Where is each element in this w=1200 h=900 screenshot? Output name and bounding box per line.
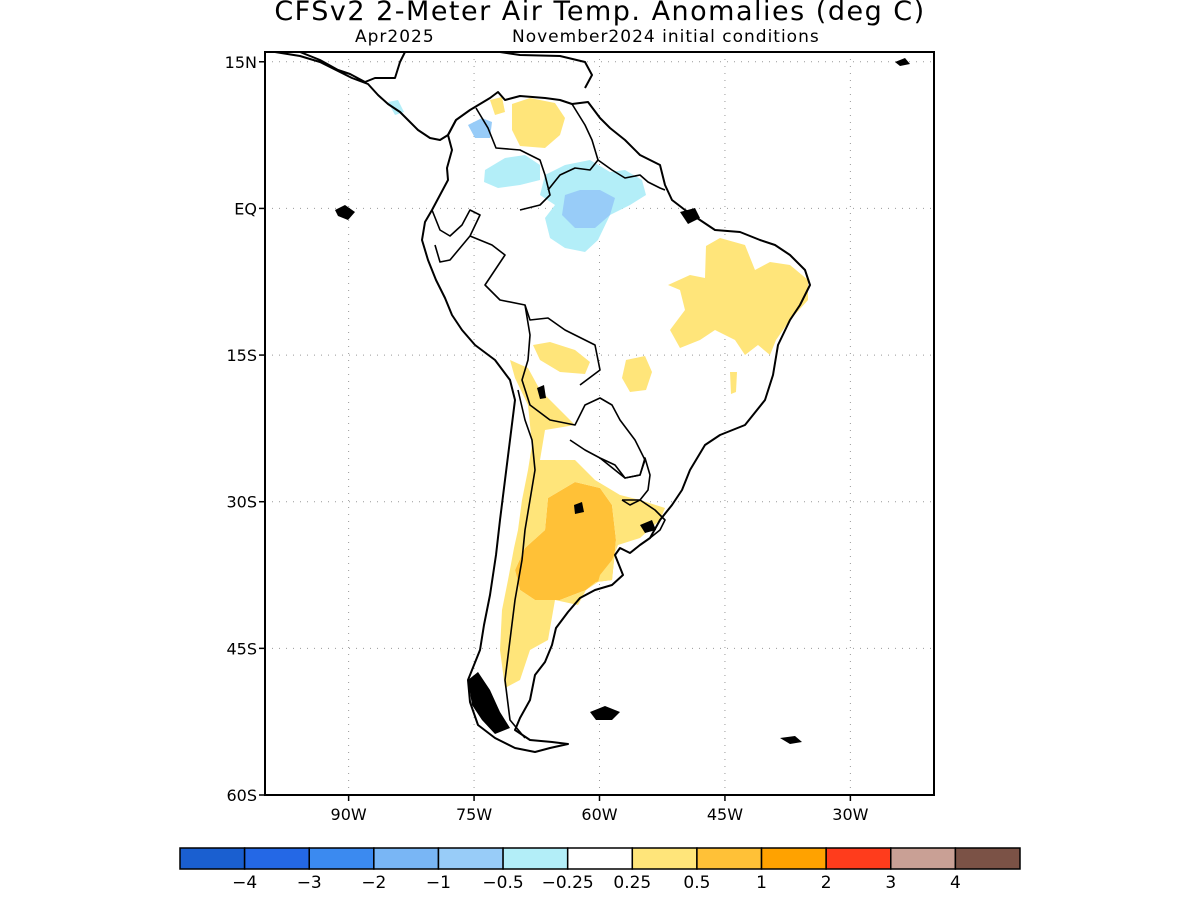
anomaly-region-yellow-small-east xyxy=(730,372,737,394)
colorbar-swatch xyxy=(502,847,569,870)
colorbar-swatch xyxy=(373,847,440,870)
colorbar-swatch xyxy=(696,847,763,870)
caribbean-islands xyxy=(895,58,910,66)
border-ecuador xyxy=(431,209,481,263)
border-venezuela-guyana xyxy=(547,103,599,191)
country-borders xyxy=(431,103,666,739)
lagoon-patos xyxy=(640,520,656,533)
lon-tick-label: 45W xyxy=(707,805,743,824)
islands xyxy=(335,58,910,744)
marajo-island xyxy=(680,208,700,224)
colorbar-label: 0.25 xyxy=(613,873,651,893)
anomaly-region-lightblue-colombia xyxy=(484,155,540,188)
colorbar-label: 4 xyxy=(950,873,961,893)
colorbar-label: −0.5 xyxy=(482,873,523,893)
colorbar-label: 1 xyxy=(756,873,767,893)
anomaly-region-yellow-central-brazil xyxy=(533,342,590,374)
map-title: CFSv2 2-Meter Air Temp. Anomalies (deg C… xyxy=(274,0,926,27)
lake-small-argentina xyxy=(574,502,584,514)
anomaly-region-yellow-venezuela-coast xyxy=(490,97,505,115)
colorbar-swatch xyxy=(243,847,310,870)
coastlines xyxy=(274,52,811,753)
valid-month: Apr2025 xyxy=(355,27,435,47)
border-bolivia xyxy=(521,304,646,479)
lat-tick-label: 15S xyxy=(226,346,257,365)
border-guyana-suriname-brazil xyxy=(597,159,666,191)
lat-tick-label: 30S xyxy=(226,493,257,512)
anomaly-region-blue-amazon xyxy=(562,190,615,228)
anomaly-region-yellow-northeast-brazil xyxy=(668,238,808,355)
colorbar-swatch xyxy=(566,847,634,870)
initial-conditions: November2024 initial conditions xyxy=(512,27,820,47)
border-paraguay xyxy=(599,457,651,506)
anomaly-region-blue-colombia xyxy=(468,118,492,138)
south-america-coastline xyxy=(421,91,811,753)
galapagos-islands xyxy=(335,205,355,220)
lat-tick-label: 45S xyxy=(226,639,257,658)
border-peru-brazil xyxy=(469,235,601,386)
lat-tick-label: 60S xyxy=(226,786,257,805)
colorbar-swatch xyxy=(760,847,827,870)
colorbar-label: −3 xyxy=(297,873,322,893)
falkland-islands xyxy=(590,706,620,720)
anomaly-region-orange-argentina xyxy=(515,482,616,600)
colorbar-label: −0.25 xyxy=(542,873,594,893)
anomaly-region-yellow-colombia-venezuela xyxy=(512,98,565,148)
border-uruguay xyxy=(622,499,666,539)
colorbar-swatch xyxy=(825,847,892,870)
lon-tick-label: 75W xyxy=(456,805,492,824)
central-america-coastline xyxy=(274,52,457,141)
colorbar-swatch xyxy=(954,847,1021,870)
colorbar-label: −2 xyxy=(361,873,386,893)
lon-tick-label: 30W xyxy=(832,805,868,824)
colorbar-swatch xyxy=(437,847,504,870)
colorbar-swatch xyxy=(631,847,698,870)
anomaly-region-yellow-mato-grosso xyxy=(622,356,652,392)
colorbar-label: 2 xyxy=(821,873,832,893)
colorbar-swatch xyxy=(308,847,375,870)
graticule xyxy=(265,52,934,795)
colorbar-label: 3 xyxy=(885,873,896,893)
lon-tick-label: 60W xyxy=(581,805,617,824)
colorbar-swatch xyxy=(890,847,957,870)
south-georgia-island xyxy=(780,736,802,744)
colorbar: −4 −3 −2 −1 −0.5 −0.25 0.25 0.5 1 2 3 4 xyxy=(179,847,1021,893)
border-chile-argentina xyxy=(504,389,536,739)
border-colombia-venezuela xyxy=(475,107,551,211)
anomaly-shading xyxy=(388,97,808,688)
axis-ticks: 15N EQ 15S 30S 45S 60S 90W 75W 60W 45W 30W xyxy=(225,53,869,824)
colorbar-label: 0.5 xyxy=(683,873,710,893)
lon-tick-label: 90W xyxy=(331,805,367,824)
lat-tick-label: EQ xyxy=(234,199,257,218)
lat-tick-label: 15N xyxy=(225,53,257,72)
lake-titicaca xyxy=(537,385,546,399)
anomaly-region-yellow-argentina xyxy=(500,360,665,688)
colorbar-label: −4 xyxy=(232,873,257,893)
chiloe-archipelago xyxy=(468,672,510,734)
cuba-hispaniola-coastline xyxy=(499,52,593,89)
colorbar-label: −1 xyxy=(426,873,451,893)
colorbar-swatch xyxy=(179,847,246,870)
